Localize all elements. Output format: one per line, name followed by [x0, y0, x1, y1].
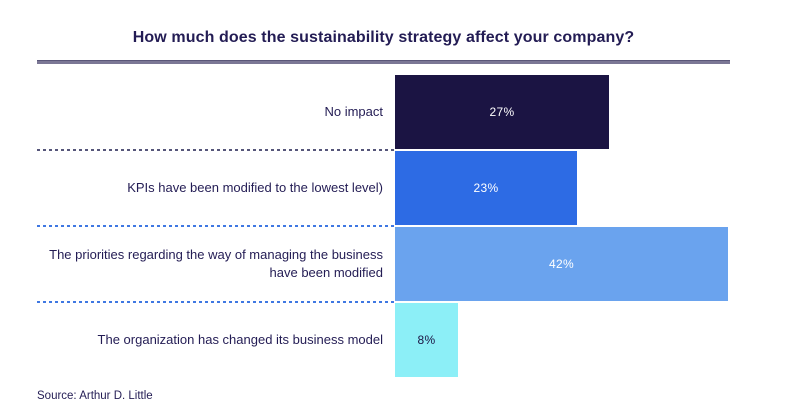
bar-zone: 8%	[395, 303, 730, 377]
row-separator	[37, 149, 395, 151]
chart-row-priorities-modified: The priorities regarding the way of mana…	[37, 227, 730, 301]
bar-value-label: 27%	[489, 105, 515, 119]
title-divider	[37, 60, 730, 64]
row-separator	[37, 301, 395, 303]
category-label: The priorities regarding the way of mana…	[49, 247, 383, 280]
category-label-cell: KPIs have been modified to the lowest le…	[37, 151, 395, 225]
category-label: The organization has changed its busines…	[97, 332, 383, 348]
chart-title: How much does the sustainability strateg…	[132, 29, 635, 46]
source-note: Source: Arthur D. Little	[37, 390, 153, 402]
category-label: KPIs have been modified to the lowest le…	[127, 180, 383, 196]
chart-row-kpis-modified: KPIs have been modified to the lowest le…	[37, 151, 730, 225]
bar-business-model-changed: 8%	[395, 303, 458, 377]
bar-chart: No impact 27% KPIs have been modified to…	[37, 75, 730, 377]
category-label: No impact	[324, 104, 383, 120]
bar-priorities-modified: 42%	[395, 227, 728, 301]
chart-row-no-impact: No impact 27%	[37, 75, 730, 149]
bar-value-label: 8%	[417, 333, 436, 347]
row-separator	[37, 225, 395, 227]
bar-no-impact: 27%	[395, 75, 609, 149]
bar-value-label: 42%	[549, 257, 574, 271]
bar-zone: 27%	[395, 75, 730, 149]
category-label-cell: The organization has changed its busines…	[37, 303, 395, 377]
bar-value-label: 23%	[473, 181, 499, 195]
category-label-cell: The priorities regarding the way of mana…	[37, 227, 395, 301]
bar-zone: 23%	[395, 151, 730, 225]
chart-content: How much does the sustainability strateg…	[37, 0, 730, 402]
bar-kpis-modified: 23%	[395, 151, 577, 225]
bar-zone: 42%	[395, 227, 730, 301]
chart-row-business-model-changed: The organization has changed its busines…	[37, 303, 730, 377]
category-label-cell: No impact	[37, 75, 395, 149]
